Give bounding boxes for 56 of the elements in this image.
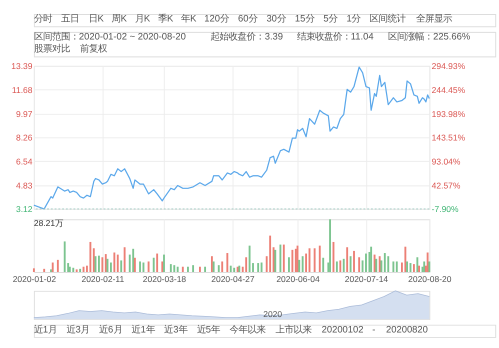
text: 20200820 (386, 323, 428, 334)
text: 日K (88, 12, 104, 24)
x-tick-label: 2020-03-18 (142, 274, 186, 284)
line-series (33, 66, 430, 210)
annotation: 2020 (263, 309, 282, 320)
text: 近1年 (132, 323, 155, 334)
text: 股票对比 (34, 42, 70, 54)
x-tick-label: 2020-02-11 (81, 274, 124, 284)
text: 周K (112, 12, 128, 24)
x-tick-label: 2020-08-20 (408, 274, 452, 284)
x-tick-label: 2020-04-27 (211, 274, 255, 284)
text: 近3年 (164, 323, 188, 334)
text: 60分 (238, 12, 258, 24)
text: 30分 (266, 12, 286, 24)
text: 全屏显示 (416, 12, 452, 24)
text: 1分 (346, 12, 361, 24)
x-tick-label: 2020-07-14 (344, 274, 388, 284)
y2-tick-label: 143.51% (432, 132, 466, 143)
text: 今年以来 (229, 323, 266, 334)
y-tick-label: 11.68 (12, 84, 33, 95)
text: - (372, 323, 376, 334)
text: 季K (158, 12, 174, 24)
text: 结束收盘价：11.04 (296, 30, 374, 42)
text: 五日 (61, 12, 80, 24)
text: 20200102 (322, 323, 364, 334)
text: 上市以来 (275, 323, 312, 334)
y-tick-label: 9.97 (16, 108, 33, 119)
text: 近3月 (66, 323, 90, 334)
text: 区间涨幅：225.66% (388, 30, 471, 42)
text: 前复权 (80, 42, 108, 54)
text: 近5年 (196, 323, 220, 334)
text: 近1月 (34, 323, 58, 334)
text: 近6月 (99, 323, 122, 334)
y2-tick-label: 193.98% (432, 108, 466, 119)
x-tick-label: 2020-06-04 (276, 274, 320, 284)
y-tick-label: 3.12 (16, 204, 33, 214)
text: 15分 (294, 12, 314, 24)
text: 区间统计 (370, 12, 406, 24)
y-tick-label: 6.54 (16, 156, 33, 167)
x-tick-label: 2020-01-02 (12, 274, 56, 284)
y-tick-label: 4.83 (16, 180, 33, 190)
text: 起始收盘价：3.39 (210, 30, 284, 42)
y2-tick-label: 244.45% (432, 84, 466, 95)
text: 区间范围：2020-01-02 ~ 2020-08-20 (34, 30, 186, 42)
y2-tick-label: 294.93% (432, 61, 466, 72)
y-tick-label: 8.26 (16, 132, 33, 143)
text: 120分 (204, 12, 230, 24)
text: 年K (181, 12, 198, 24)
y2-tick-label: 42.57% (432, 180, 461, 190)
text: 5分 (323, 12, 338, 24)
y2-tick-label: 93.04% (432, 156, 461, 167)
text: 月K (134, 12, 151, 24)
y-tick-label: 13.39 (11, 61, 33, 72)
text: 分时 (34, 12, 52, 24)
annotation: 28.21万 (34, 218, 64, 228)
y2-tick-label: -7.90% (432, 204, 459, 214)
